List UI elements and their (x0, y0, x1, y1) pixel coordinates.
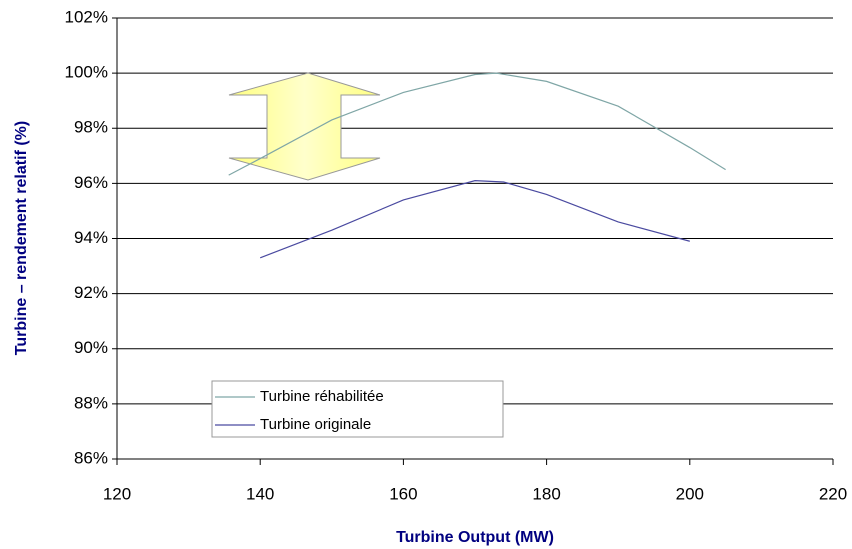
x-tick-label: 180 (532, 484, 560, 503)
y-tick-label: 94% (74, 228, 108, 247)
x-tick-label: 140 (246, 484, 274, 503)
legend-box (211, 380, 504, 438)
series-line (259, 180, 690, 259)
legend-label: Turbine originale (260, 416, 371, 433)
x-tick-label: 160 (389, 484, 417, 503)
y-tick-label: 96% (74, 173, 108, 192)
y-tick-label: 102% (65, 7, 108, 26)
y-tick-label: 90% (74, 338, 108, 357)
lines (228, 72, 726, 259)
series-line (228, 72, 726, 176)
y-tick-label: 92% (74, 283, 108, 302)
x-tick-label: 120 (103, 484, 131, 503)
y-axis-title: Turbine – rendement relatif (%) (13, 121, 30, 355)
y-tick-label: 88% (74, 393, 108, 412)
double-arrow (228, 72, 381, 181)
y-tick-label: 100% (65, 63, 108, 82)
legend-label: Turbine réhabilitée (260, 388, 384, 405)
y-tick-label: 86% (74, 448, 108, 467)
x-tick-label: 200 (676, 484, 704, 503)
x-tick-label: 220 (819, 484, 847, 503)
y-tick-label: 98% (74, 118, 108, 137)
x-axis-title: Turbine Output (MW) (396, 529, 554, 546)
